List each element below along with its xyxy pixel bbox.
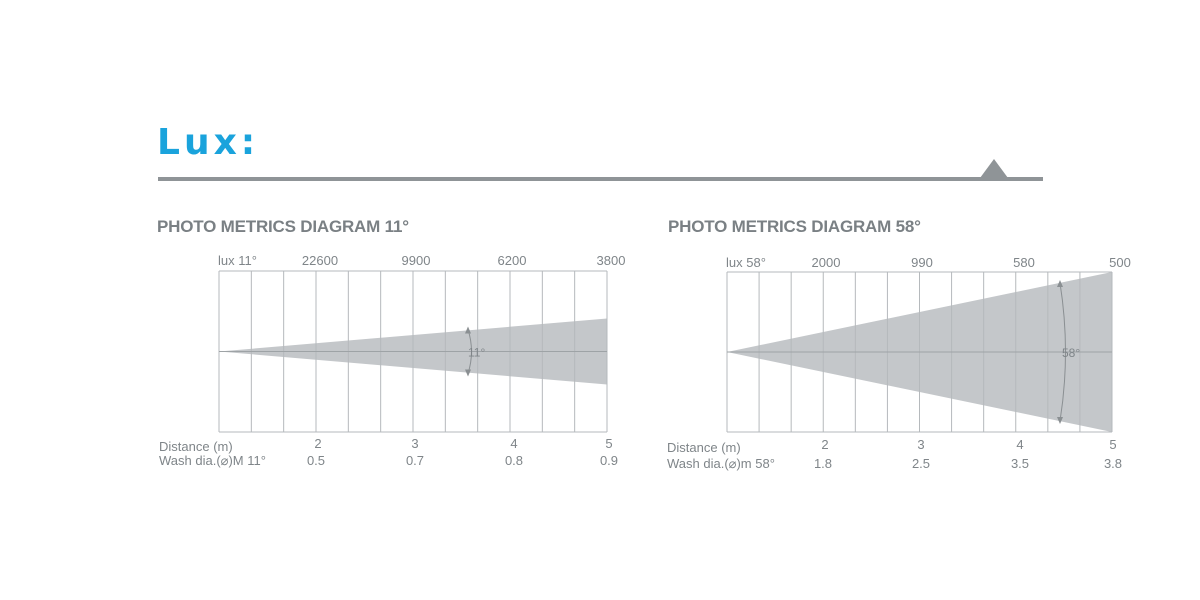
lux-label-58: lux 58° — [726, 255, 766, 270]
wash-label-58: Wash dia.(⌀)m 58° — [667, 456, 775, 471]
title-divider — [158, 177, 1043, 181]
lux-value: 3800 — [597, 253, 626, 268]
diagram-58-title: PHOTO METRICS DIAGRAM 58° — [668, 217, 921, 236]
distance-label-58: Distance (m) — [667, 440, 741, 455]
diagram-11-title: PHOTO METRICS DIAGRAM 11° — [157, 217, 409, 236]
lux-value: 6200 — [498, 253, 527, 268]
wash-value: 1.8 — [814, 456, 832, 471]
lux-value: 990 — [911, 255, 933, 270]
lux-value: 580 — [1013, 255, 1035, 270]
lux-value: 22600 — [302, 253, 338, 268]
wash-label-11: Wash dia.(⌀)M 11° — [159, 453, 266, 468]
distance-value: 5 — [1109, 437, 1116, 452]
beam-angle-label-58: 58° — [1062, 346, 1080, 360]
lux-value: 9900 — [402, 253, 431, 268]
distance-value: 2 — [821, 437, 828, 452]
arrow-down-icon — [1057, 417, 1063, 424]
divider-triangle-marker — [980, 159, 1008, 178]
wash-value: 0.5 — [307, 453, 325, 468]
lux-value: 2000 — [812, 255, 841, 270]
distance-value: 2 — [314, 436, 321, 451]
distance-value: 3 — [917, 437, 924, 452]
lux-label-11: lux 11° — [218, 253, 257, 268]
beam-angle-arc — [1059, 282, 1066, 422]
beam-angle-label-11: 11° — [468, 346, 485, 360]
distance-label-11: Distance (m) — [159, 439, 233, 454]
wash-value: 3.8 — [1104, 456, 1122, 471]
distance-value: 4 — [1016, 437, 1023, 452]
page-title: Lux: — [157, 122, 260, 163]
arrow-up-icon — [465, 326, 471, 334]
distance-value: 3 — [411, 436, 418, 451]
arrow-up-icon — [1057, 280, 1063, 287]
distance-value: 4 — [510, 436, 517, 451]
arrow-down-icon — [465, 369, 471, 377]
wash-value: 0.7 — [406, 453, 424, 468]
wash-value: 3.5 — [1011, 456, 1029, 471]
wash-value: 0.9 — [600, 453, 618, 468]
wash-value: 0.8 — [505, 453, 523, 468]
distance-value: 5 — [605, 436, 612, 451]
lux-value: 500 — [1109, 255, 1131, 270]
wash-value: 2.5 — [912, 456, 930, 471]
